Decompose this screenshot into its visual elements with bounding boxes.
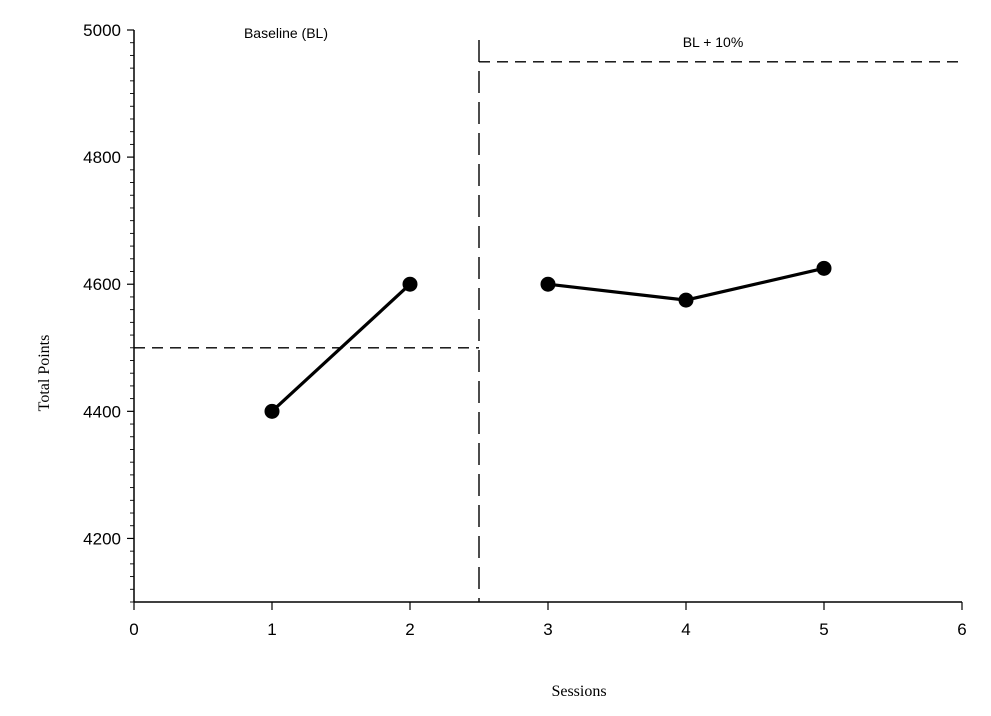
x-tick-label: 0: [129, 620, 138, 639]
x-tick-label: 3: [543, 620, 552, 639]
y-ticks: 4200 4400 4600 4800 5000: [83, 21, 134, 603]
y-tick-label: 4200: [83, 529, 121, 548]
data-series: [264, 260, 832, 419]
y-tick-label: 4600: [83, 275, 121, 294]
y-tick-label: 4400: [83, 402, 121, 421]
criterion-lines: [134, 61, 962, 349]
x-tick-label: 4: [681, 620, 690, 639]
series-line: [270, 283, 412, 413]
y-tick-label: 5000: [83, 21, 121, 40]
x-axis-title: Sessions: [551, 683, 606, 700]
data-point: [264, 403, 280, 419]
x-tick-label: 5: [819, 620, 828, 639]
x-tick-label: 1: [267, 620, 276, 639]
y-tick-label: 4800: [83, 148, 121, 167]
phase-label: BL + 10%: [683, 34, 744, 50]
axes: [133, 30, 962, 603]
data-point: [678, 292, 694, 308]
data-point: [816, 260, 832, 276]
x-tick-label: 6: [957, 620, 966, 639]
data-point: [540, 276, 556, 292]
phase-label: Baseline (BL): [244, 25, 328, 41]
x-tick-label: 2: [405, 620, 414, 639]
x-ticks: 0 1 2 3 4 5 6: [129, 602, 967, 639]
y-axis-title: Total Points: [36, 335, 53, 412]
data-point: [402, 276, 418, 292]
phase-labels: Baseline (BL) BL + 10%: [244, 25, 743, 50]
